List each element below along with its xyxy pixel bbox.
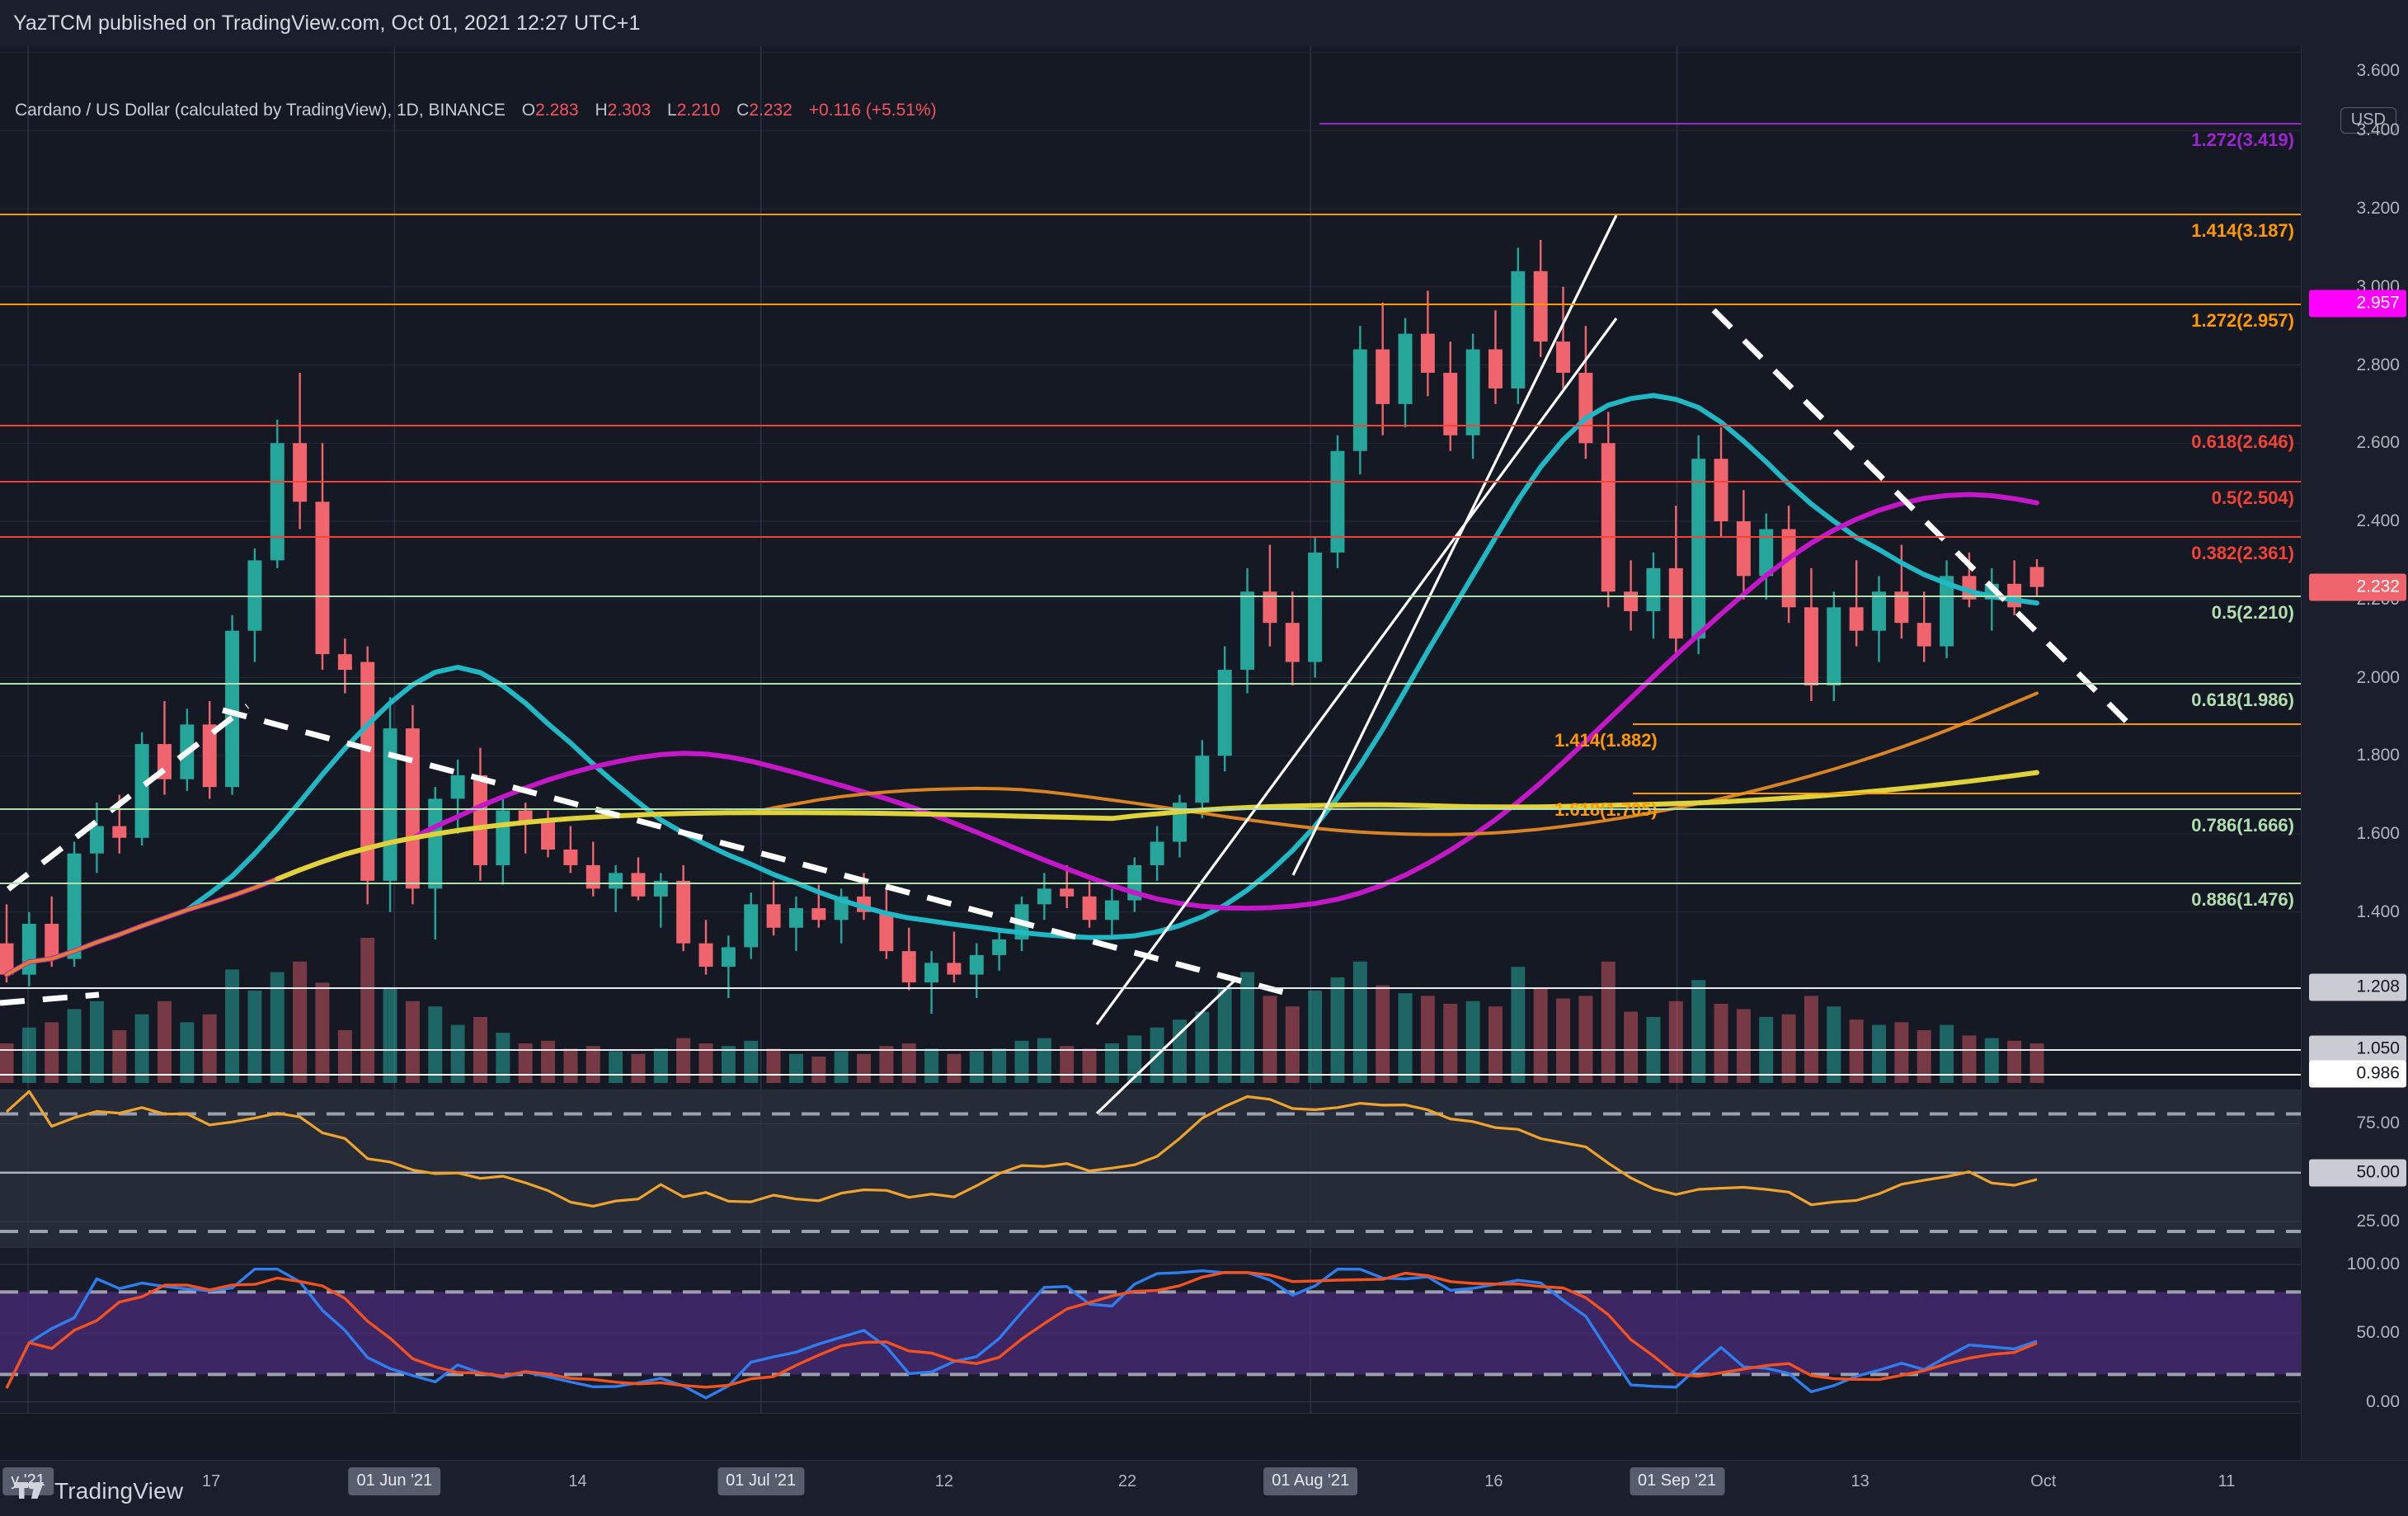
fibonacci-overlay: 1.272(3.419) 1.414(3.187) 1.272(2.957) 0.61…: [0, 46, 2301, 1470]
fib-label: 0.382(2.361): [2191, 543, 2294, 564]
publisher-header: YazTCM published on TradingView.com, Oct…: [0, 0, 2408, 46]
date-tick: 13: [1851, 1472, 1869, 1490]
fib-line: [1633, 793, 2301, 795]
price-badge: 1.050: [2309, 1035, 2406, 1063]
fib-line: [0, 425, 2301, 427]
stoch-tick: 50.00: [2356, 1323, 2400, 1343]
price-badge: 2.957: [2309, 290, 2406, 318]
tradingview-wordmark: TradingView: [54, 1478, 184, 1504]
tradingview-glyph-icon: [15, 1481, 44, 1499]
rsi-plot: [0, 1090, 2301, 1233]
fib-label: 0.618(1.986): [2191, 690, 2294, 711]
date-tick: 14: [568, 1472, 587, 1490]
ohlc-open: O2.283: [521, 101, 579, 120]
date-tick: 01 Aug '21: [1263, 1467, 1358, 1495]
fib-label: 1.414(3.187): [2191, 220, 2294, 242]
pane-divider-2: [0, 1247, 2301, 1248]
price-badge: 1.208: [2309, 973, 2406, 1001]
price-tick: 1.600: [2356, 824, 2400, 844]
publisher-text: YazTCM published on TradingView.com, Oct…: [13, 11, 641, 35]
rsi-tick: 50.00: [2309, 1159, 2406, 1187]
stoch-tick: 0.00: [2366, 1391, 2400, 1411]
fib-line: [0, 480, 2301, 483]
pane-divider-3: [0, 1413, 2301, 1414]
tradingview-logo[interactable]: TradingView: [15, 1478, 183, 1504]
chart-vector-layer: [0, 46, 2301, 1413]
date-axis[interactable]: y '21 17 01 Jun '21 14 01 Jul '21 12 22 01 Aug …: [0, 1460, 2408, 1516]
price-tick: 2.800: [2356, 355, 2400, 374]
fib-line: [0, 214, 2301, 216]
price-badge: 2.232: [2309, 573, 2406, 601]
price-tick-top: 3.600: [2356, 61, 2400, 80]
fib-label: 0.5(2.504): [2211, 487, 2294, 508]
price-tick: 3.400: [2356, 120, 2400, 140]
moving-averages: [4, 393, 2039, 977]
fib-line: [1319, 123, 2301, 125]
volume-bars: [0, 938, 2044, 1083]
date-tick: 11: [2218, 1472, 2236, 1490]
candlesticks: [0, 239, 2044, 1014]
date-tick: Oct: [2030, 1472, 2057, 1490]
price-badge: 0.986: [2309, 1060, 2406, 1088]
rsi-tick: 75.00: [2356, 1113, 2400, 1133]
support-line: [0, 1048, 2301, 1051]
ohlc-high: H2.303: [595, 101, 651, 120]
fib-line: [0, 596, 2301, 598]
price-tick: 2.600: [2356, 433, 2400, 453]
fib-line: [1633, 723, 2301, 726]
date-tick: 01 Jul '21: [717, 1467, 805, 1495]
rsi-pane[interactable]: [0, 1090, 2301, 1247]
rsi-tick: 25.00: [2356, 1212, 2400, 1231]
date-tick: 22: [1117, 1472, 1137, 1490]
chart-frame: 1.272(3.419) 1.414(3.187) 1.272(2.957) 0.61…: [0, 46, 2408, 1470]
price-tick: 1.800: [2356, 746, 2400, 765]
fib-label: 1.272(2.957): [2191, 310, 2294, 332]
date-tick: 17: [202, 1472, 221, 1490]
ohlc-close: C2.232: [736, 101, 792, 120]
date-tick: 16: [1484, 1472, 1503, 1490]
ohlc-low: L2.210: [667, 101, 721, 120]
fib-line: [0, 304, 2301, 306]
chart-legend: Cardano / US Dollar (calculated by Tradi…: [15, 101, 937, 120]
fib-label: 1.272(3.419): [2191, 129, 2294, 151]
fib-label: 1.618(1.705): [1554, 799, 1658, 821]
fib-line: [0, 882, 2301, 884]
fib-line: [0, 536, 2301, 539]
price-tick: 2.000: [2356, 667, 2400, 687]
date-tick: 12: [934, 1472, 953, 1490]
price-tick: 2.400: [2356, 511, 2400, 530]
fib-label: 0.5(2.210): [2211, 602, 2294, 624]
ohlc-change: +0.116 (+5.51%): [808, 101, 937, 120]
symbol-title[interactable]: Cardano / US Dollar (calculated by Tradi…: [15, 101, 506, 120]
currency-badge: USD: [2340, 107, 2396, 134]
fib-label: 0.886(1.476): [2191, 888, 2294, 910]
stochastic-plot: [0, 1268, 2301, 1400]
fib-line: [0, 807, 2301, 810]
stoch-tick: 100.00: [2346, 1255, 2400, 1274]
price-tick: 1.400: [2356, 902, 2400, 921]
price-tick: 3.200: [2356, 198, 2400, 218]
trend-lines: [0, 214, 2138, 1115]
date-tick: 01 Jun '21: [348, 1467, 441, 1495]
fib-label: 1.414(1.882): [1554, 730, 1658, 751]
fib-line: [0, 683, 2301, 685]
support-line: [0, 986, 2301, 989]
date-tick: 01 Sep '21: [1629, 1467, 1725, 1495]
price-pane[interactable]: [0, 46, 2301, 1090]
support-line: [0, 1073, 2301, 1076]
fib-label: 0.618(2.646): [2191, 431, 2294, 453]
price-axis[interactable]: USD 3.4003.2003.0002.8002.6002.4002.2002…: [2301, 46, 2408, 1470]
fib-label: 0.786(1.666): [2191, 814, 2294, 836]
